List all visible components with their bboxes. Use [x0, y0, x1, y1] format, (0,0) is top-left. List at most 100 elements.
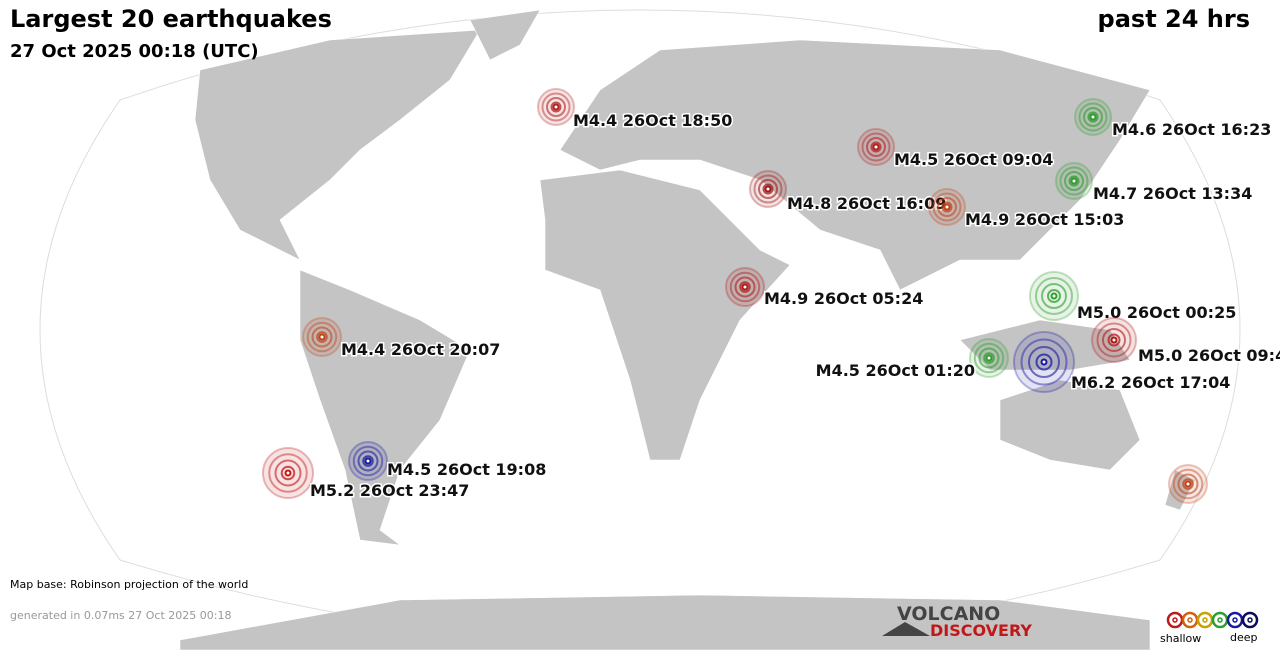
quake-ring — [1078, 102, 1108, 132]
legend-ring — [1211, 611, 1229, 629]
legend-dot — [1202, 617, 1208, 623]
quake-ring — [1172, 468, 1204, 500]
quake-ring — [978, 347, 1000, 369]
quake-label: M6.2 26Oct 17:04 — [1071, 373, 1230, 392]
legend-deep: deep — [1230, 631, 1258, 644]
quake: M6.2 26Oct 17:04 — [1013, 331, 1232, 394]
quake: M5.2 26Oct 23:47 — [262, 447, 471, 502]
quake-ring — [546, 97, 566, 117]
period: past 24 hrs — [1098, 5, 1250, 33]
quake-label: M5.2 26Oct 23:47 — [310, 481, 469, 500]
quake-label: M4.5 26Oct 19:08 — [387, 460, 546, 479]
quake: M4.4 26Oct 20:07 — [302, 317, 502, 361]
quake-center — [1110, 336, 1118, 344]
legend-ring — [1196, 611, 1214, 629]
quake-ring — [357, 450, 379, 472]
quake-center — [872, 143, 880, 151]
quake-center — [364, 457, 372, 465]
legend-dot — [1217, 617, 1223, 623]
quake-label: M5.0 26Oct 00:25 — [1077, 303, 1236, 322]
quake-ring — [311, 326, 333, 348]
quake-ring — [1107, 333, 1121, 347]
map-base-note: Map base: Robinson projection of the wor… — [10, 578, 248, 591]
quake: M4.5 26Oct 09:04 — [857, 128, 1055, 171]
quake-ring — [941, 201, 953, 213]
quake-ring — [1182, 478, 1194, 490]
quake-ring — [306, 321, 338, 353]
quake-ring — [280, 465, 296, 481]
quake: M5.0 26Oct 00:25 — [1029, 271, 1238, 324]
quake-ring — [866, 137, 886, 157]
quake-ring — [1035, 277, 1073, 315]
quake-ring — [758, 179, 778, 199]
quake — [1168, 464, 1208, 504]
quake-center — [552, 103, 560, 111]
quake-ring — [973, 342, 1005, 374]
quake: M4.6 26Oct 16:23 — [1074, 98, 1273, 141]
quake-ring — [937, 197, 957, 217]
quake-center — [1089, 113, 1097, 121]
title: Largest 20 earthquakes — [10, 5, 332, 33]
quakes: M4.4 26Oct 18:50 M4.6 26Oct 16:23 M4.5 26O… — [262, 88, 1280, 504]
date: 27 Oct 2025 00:18 (UTC) — [10, 41, 259, 62]
logo-icon — [882, 622, 930, 636]
logo-bottom: DISCOVERY — [930, 621, 1032, 640]
quake-ring — [1068, 175, 1080, 187]
quake-label: M4.5 26Oct 09:04 — [894, 150, 1053, 169]
quake-ring — [1028, 346, 1060, 378]
quake-ring — [1064, 171, 1084, 191]
quake-ring — [352, 445, 384, 477]
quake: M4.9 26Oct 15:03 — [928, 188, 1126, 231]
generated-note: generated in 0.07ms 27 Oct 2025 00:18 — [10, 609, 231, 622]
quake-ring — [983, 352, 995, 364]
quake-label: M4.8 26Oct 16:09 — [787, 194, 946, 213]
quake-ring — [753, 174, 783, 204]
quake-label: M5.0 26Oct 09:43 — [1138, 346, 1280, 365]
quake-center — [1070, 177, 1078, 185]
quake-ring — [1059, 166, 1089, 196]
quake-center — [284, 469, 292, 477]
quake-ring — [1047, 289, 1061, 303]
quake-center — [1184, 480, 1192, 488]
quake-ring — [362, 455, 374, 467]
quake: M5.0 26Oct 09:43 — [1091, 317, 1280, 367]
quake-label: M4.9 26Oct 05:24 — [764, 289, 923, 308]
quake-label: M4.9 26Oct 15:03 — [965, 210, 1124, 229]
quake-label: M4.4 26Oct 20:07 — [341, 340, 500, 359]
legend-shallow: shallow — [1160, 632, 1201, 645]
quake: M4.4 26Oct 18:50 — [537, 88, 734, 132]
quake-ring — [550, 101, 562, 113]
legend-ring — [1241, 611, 1259, 629]
quake-ring — [541, 92, 571, 122]
quake-ring — [1096, 322, 1132, 358]
legend-dot — [1172, 617, 1178, 623]
quake-ring — [762, 183, 774, 195]
quake-ring — [861, 132, 891, 162]
logo: VOLCANO DISCOVERY — [882, 603, 1032, 640]
quake-center — [985, 354, 993, 362]
quake-ring — [1020, 338, 1068, 386]
quake-ring — [870, 141, 882, 153]
quake-label: M4.7 26Oct 13:34 — [1093, 184, 1252, 203]
legend-dot — [1187, 617, 1193, 623]
legend-dot — [1247, 617, 1253, 623]
legend-ring — [1181, 611, 1199, 629]
quake: M4.5 26Oct 01:20 — [814, 338, 1009, 382]
quake-ring — [316, 331, 328, 343]
legend: shallow deep — [1160, 611, 1259, 645]
quake-ring — [1087, 111, 1099, 123]
quake-label: M4.6 26Oct 16:23 — [1112, 120, 1271, 139]
quake-ring — [1102, 328, 1126, 352]
logo-top: VOLCANO — [897, 603, 1000, 625]
quake-ring — [1035, 353, 1053, 371]
quake-ring — [1177, 473, 1199, 495]
quake-center — [318, 333, 326, 341]
quake-center — [741, 283, 749, 291]
quake-ring — [268, 453, 308, 493]
legend-dot — [1232, 617, 1238, 623]
quake-ring — [739, 281, 751, 293]
quake-ring — [274, 459, 302, 487]
quake-label: M4.4 26Oct 18:50 — [573, 111, 732, 130]
